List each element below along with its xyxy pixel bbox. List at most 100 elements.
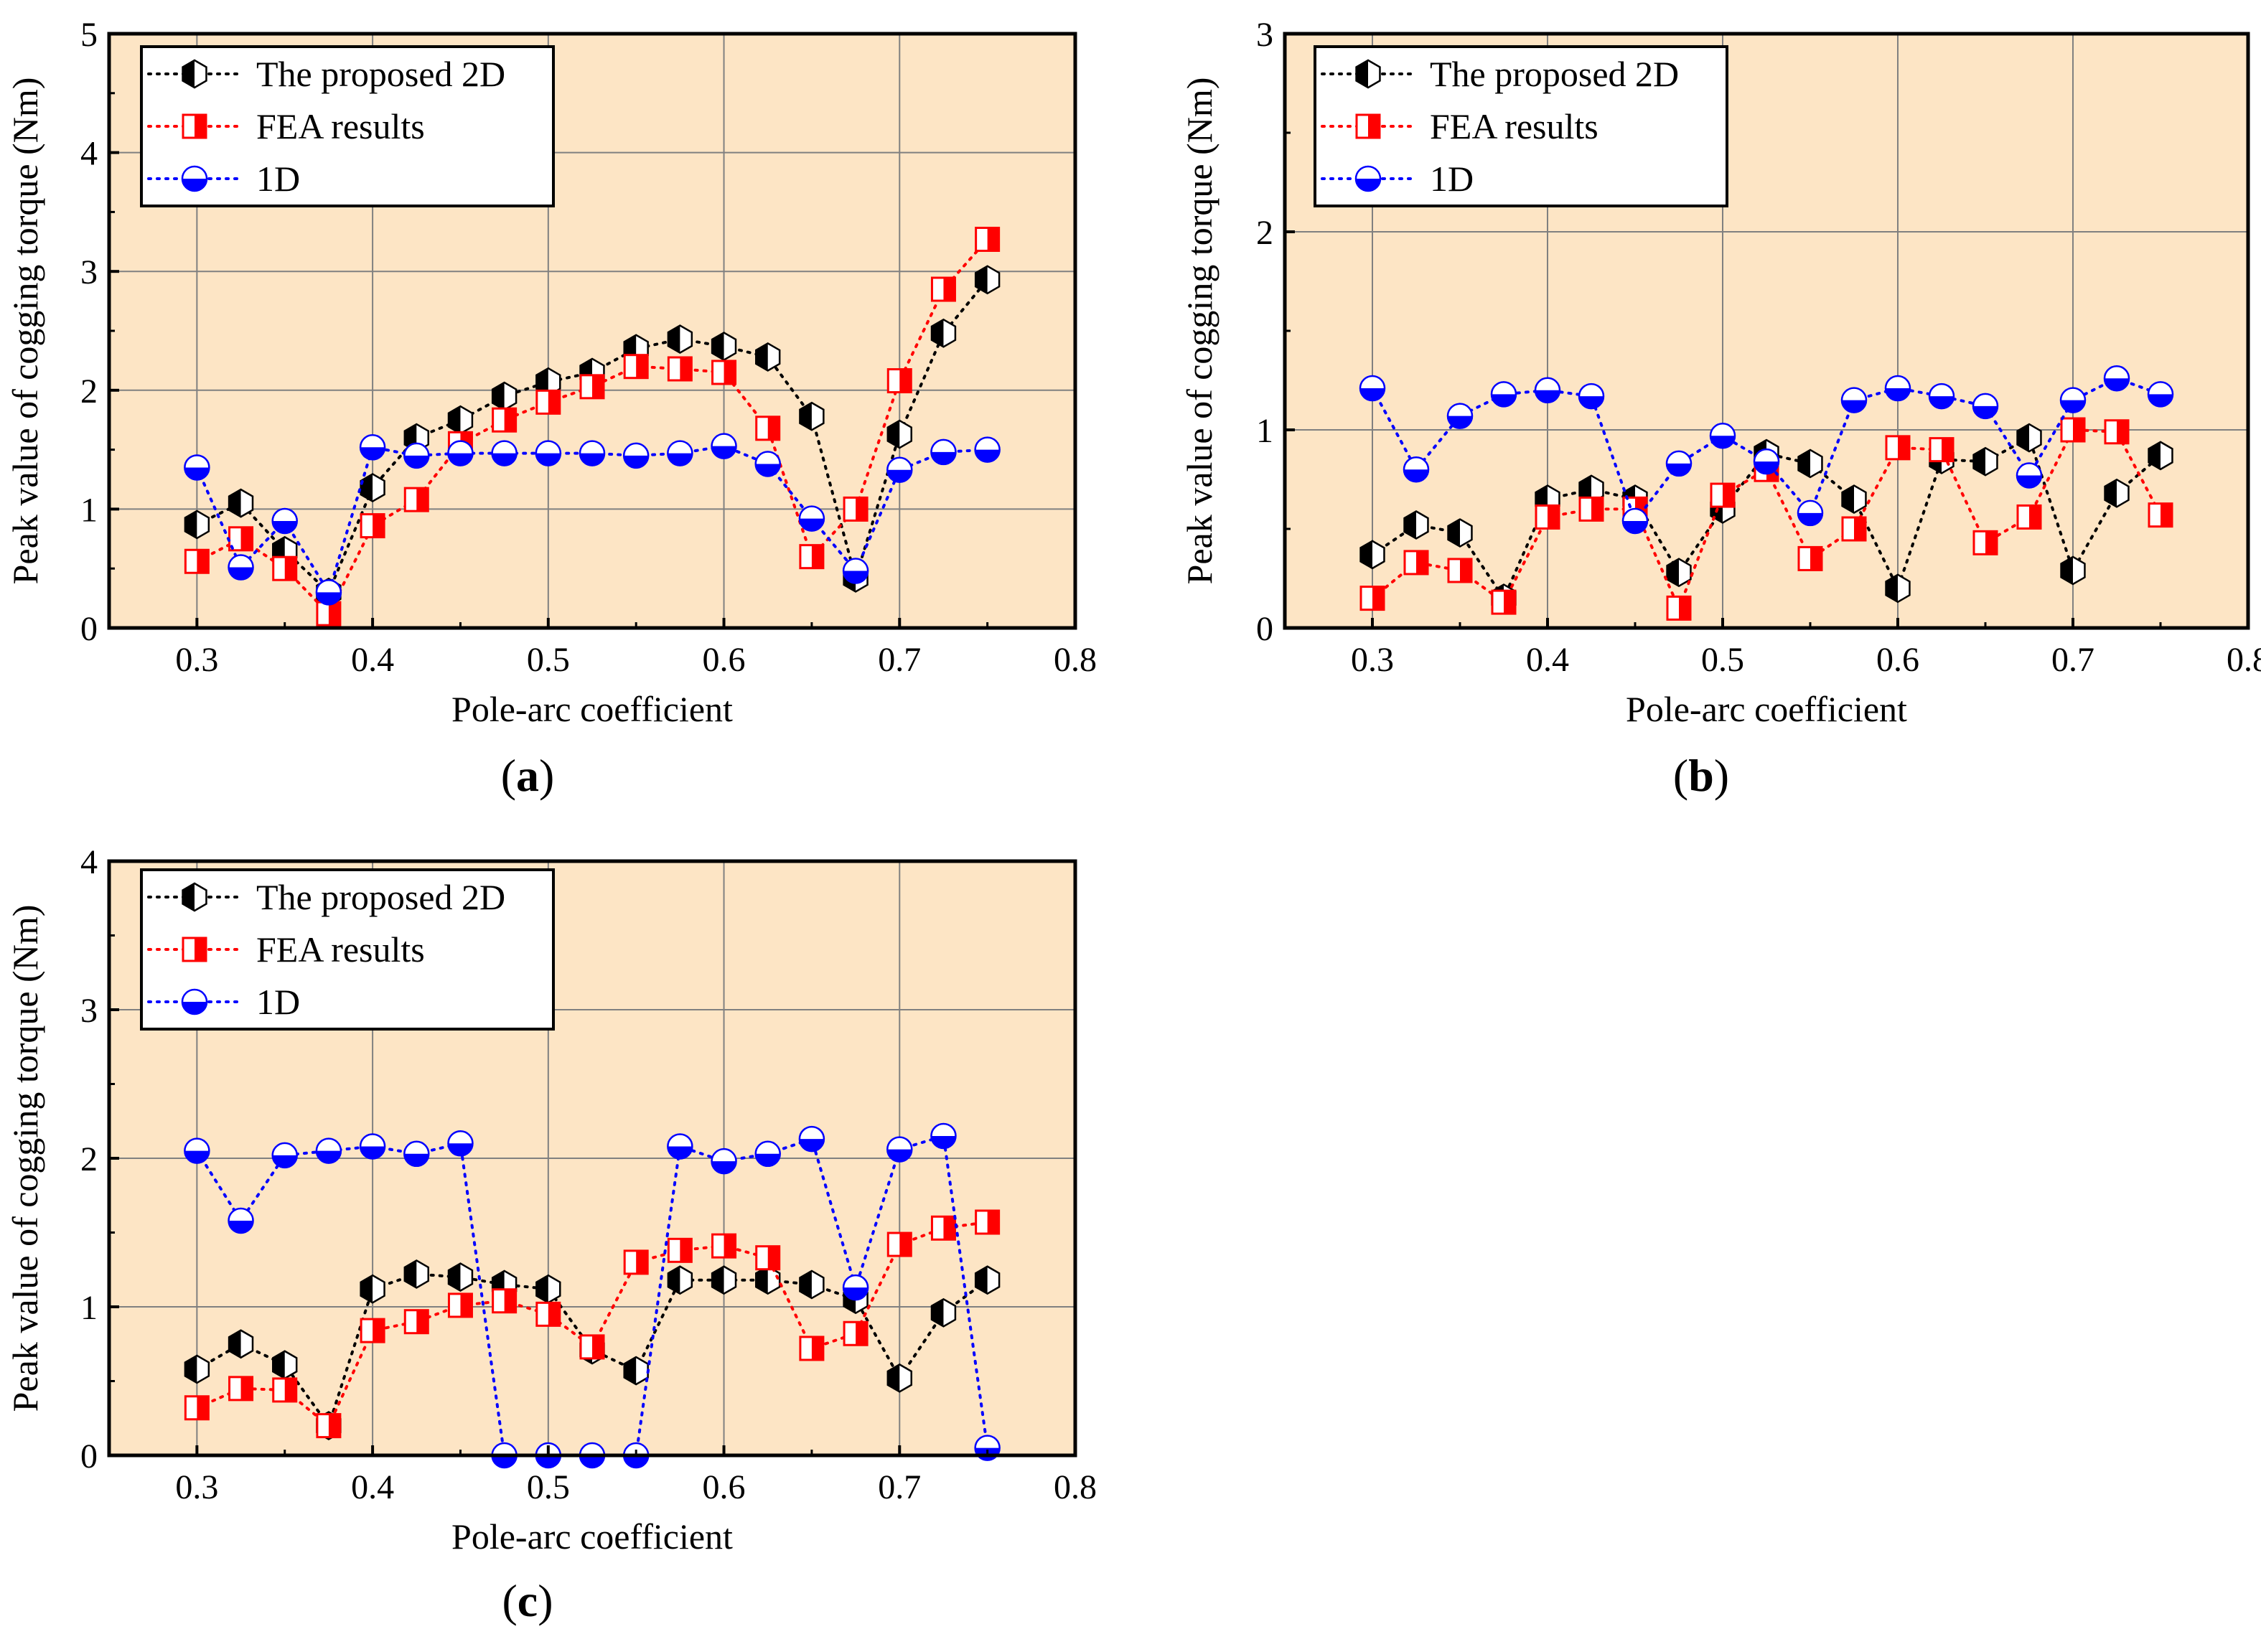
y-axis-title: Peak value of cogging torque (Nm) [5,905,45,1412]
data-point [886,419,912,449]
data-point [1710,482,1736,508]
data-point [711,433,737,459]
data-point [271,507,298,535]
data-point [930,276,956,302]
data-point [711,1265,737,1295]
data-point [1534,377,1561,404]
data-point [228,1329,254,1359]
data-point [1535,504,1560,530]
y-tick-label: 4 [80,135,98,173]
data-point [1885,435,1911,461]
data-point [930,1297,957,1328]
data-point [2060,555,2086,586]
y-tick-label: 0 [80,1437,98,1475]
series-1d [184,433,1001,606]
legend-marker [182,937,207,962]
data-point [579,1334,605,1360]
data-point [535,389,561,415]
data-point [667,1265,693,1295]
legend: The proposed 2D FEA results 1D [140,868,555,1031]
legend-label: The proposed 2D [256,54,505,94]
data-point [228,1376,254,1402]
data-point [886,456,913,484]
data-point [184,510,210,540]
data-point [360,473,385,503]
x-tick-label: 0.8 [2227,641,2261,679]
data-point [622,442,650,469]
y-tick-label: 1 [1256,412,1273,450]
data-point [798,1125,825,1153]
chart-panel-a: 0.3 0.4 0.5 0.6 0.7 0.8 0 1 2 3 4 5 Pole-arc coeffic… [5,16,1097,801]
data-point [1666,595,1692,621]
data-point [447,405,474,435]
data-point [2148,441,2173,471]
data-point [491,440,518,466]
data-point [447,1130,474,1157]
data-point [579,374,605,400]
data-point [667,324,693,355]
y-tick-label: 2 [80,372,98,410]
data-point [2104,419,2130,445]
data-point [1884,375,1911,402]
data-point [535,1301,561,1327]
data-point [272,1350,298,1380]
data-point [842,558,869,584]
data-point [1972,530,1998,555]
data-point [228,526,254,552]
data-point [1753,448,1780,475]
data-point [974,436,1001,463]
x-tick-label: 0.5 [1701,641,1744,679]
y-tick-label: 1 [80,491,98,529]
data-point [975,226,1001,252]
y-axis-title: Peak value of cogging torque (Nm) [5,78,45,585]
data-point [2059,387,2087,413]
data-point [886,1363,912,1393]
data-point [2016,423,2042,453]
data-point [843,1320,869,1346]
x-tick-label: 0.6 [1876,641,1919,679]
data-point [403,1140,430,1168]
data-point [930,318,957,348]
y-tick-label: 3 [80,253,98,291]
x-tick-label: 0.7 [2051,641,2094,679]
data-point [1447,558,1473,583]
data-point [755,1265,781,1295]
data-point [799,544,825,570]
chart-panel-c: 0.3 0.4 0.5 0.6 0.7 0.8 0 1 2 3 4 Pole-arc coeffici… [5,843,1097,1626]
data-point [184,454,210,481]
data-point [491,381,518,411]
data-point [1491,589,1517,615]
data-point [799,1269,825,1300]
data-point [623,354,649,380]
data-point [711,1148,737,1175]
legend-marker [181,988,208,1015]
data-point [667,440,693,466]
data-point [798,505,825,532]
data-point [1446,403,1474,429]
data-point [1666,558,1692,588]
data-point [974,265,1001,295]
data-point [623,1356,649,1386]
data-point [184,548,210,574]
data-point [228,1207,254,1234]
data-point [754,451,781,477]
data-point [271,1142,298,1169]
y-tick-label: 4 [80,843,98,881]
data-point [886,368,912,394]
data-point [360,1318,385,1343]
data-point [1929,437,1955,463]
data-point [1621,507,1649,535]
legend: The proposed 2D FEA results 1D [140,45,555,207]
data-point [755,342,781,372]
data-point [535,440,562,466]
y-tick-label: 1 [80,1289,98,1327]
x-tick-label: 0.4 [351,641,394,679]
data-point [1490,381,1517,408]
data-point [842,1274,869,1301]
data-point [799,1336,825,1361]
data-point [886,1231,912,1257]
data-point [711,332,737,361]
data-point [1578,474,1604,504]
panel-label: (a) [501,750,555,801]
